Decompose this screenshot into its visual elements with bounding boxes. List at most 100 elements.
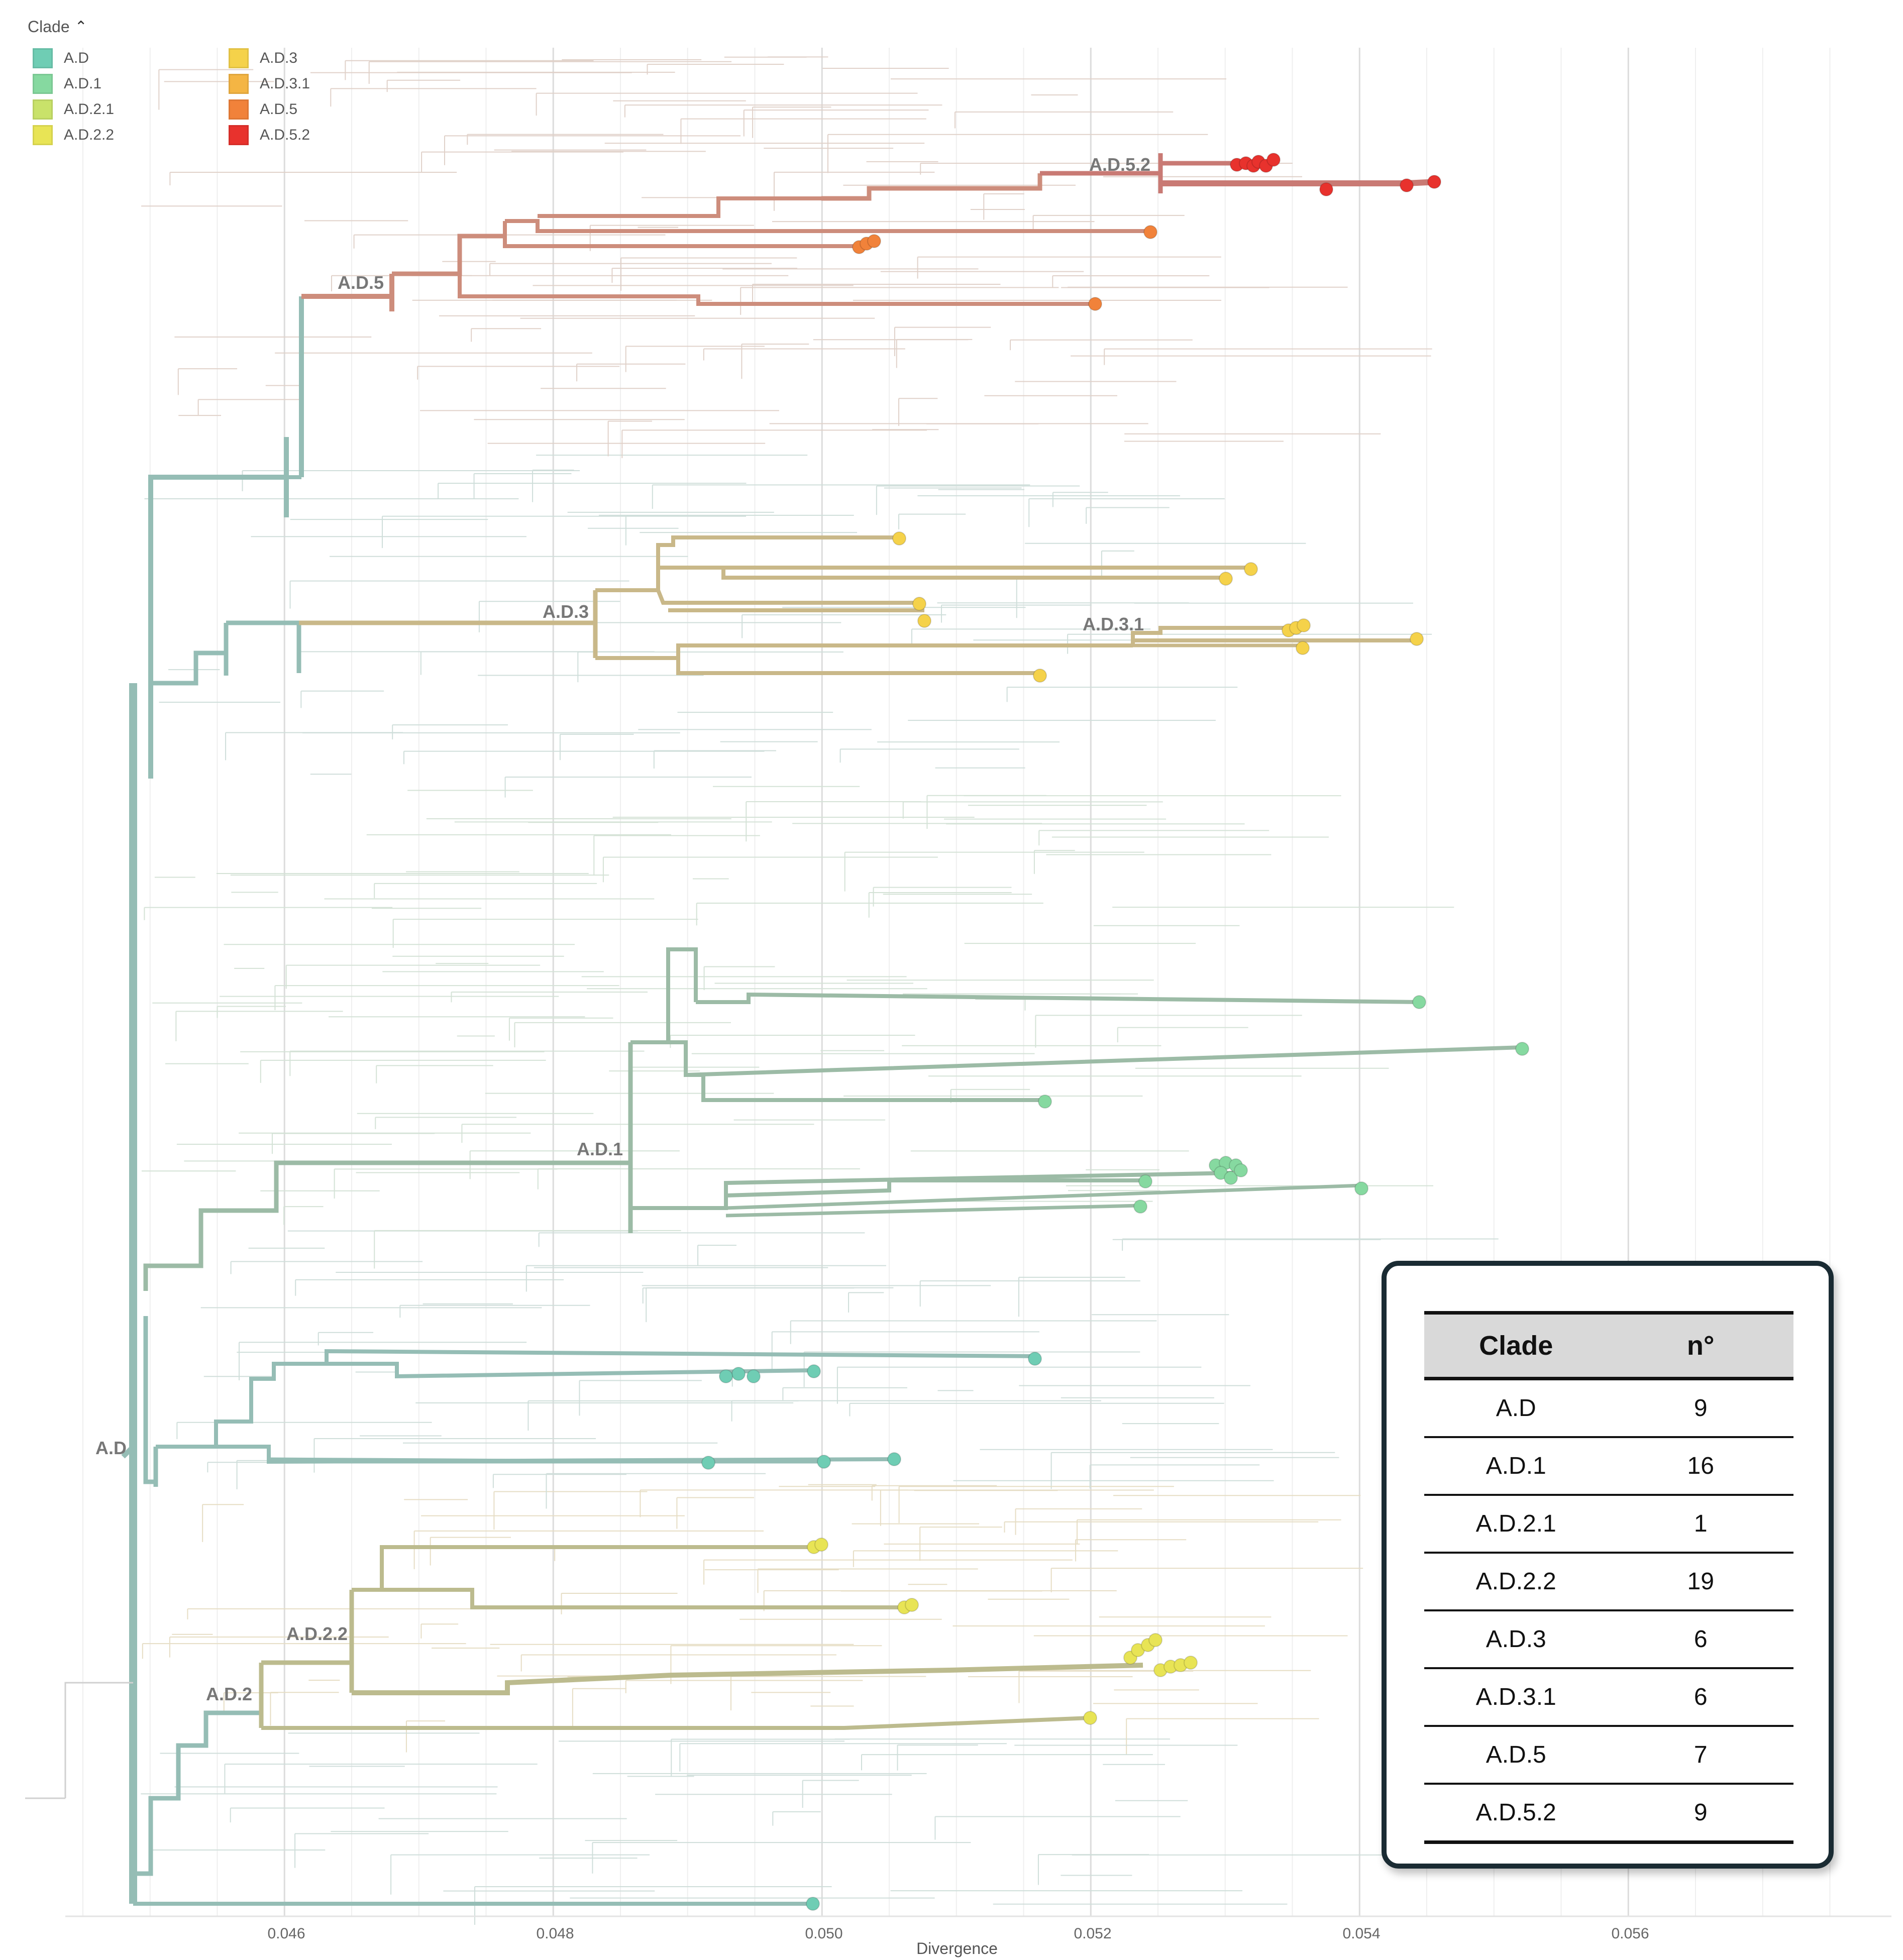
cell-clade: A.D.5	[1424, 1726, 1608, 1785]
legend-item-ad52[interactable]: A.D.5.2	[229, 122, 364, 148]
column-header-count: n°	[1608, 1311, 1793, 1380]
tip-marker	[1133, 1200, 1147, 1214]
tip-marker	[1319, 182, 1333, 196]
clade-label-ad52: A.D.5.2	[1089, 154, 1150, 175]
tree-branch	[656, 589, 919, 605]
legend-swatch	[229, 73, 249, 94]
legend-item-ad22[interactable]: A.D.2.2	[33, 122, 229, 148]
tip-marker	[1083, 1711, 1097, 1725]
tree-branch	[725, 1178, 1145, 1197]
legend-item-ad[interactable]: A.D	[33, 45, 229, 71]
tip-marker	[1224, 1171, 1238, 1185]
tree-branch	[261, 1660, 354, 1693]
tree-branch	[226, 620, 301, 673]
tree-branch	[1160, 179, 1437, 186]
tip-marker	[1033, 669, 1047, 683]
tree-branch	[148, 475, 289, 774]
axis-tick-label: 0.046	[267, 1925, 305, 1942]
legend-item-label: A.D.3.1	[260, 75, 310, 92]
tree-branch	[458, 274, 1095, 306]
legend-item-label: A.D	[64, 49, 89, 66]
legend-swatch	[33, 73, 53, 94]
tip-marker	[905, 1598, 919, 1612]
legend-header[interactable]: Clade ⌃	[28, 18, 87, 36]
tip-marker	[917, 614, 931, 628]
tree-branch	[821, 173, 1042, 201]
tip-marker	[1143, 225, 1157, 239]
tree-branch	[133, 1710, 261, 1876]
cell-clade: A.D	[1424, 1378, 1608, 1438]
tip-marker	[1148, 1633, 1162, 1647]
legend-item-label: A.D.1	[64, 75, 102, 92]
legend-item-label: A.D.2.1	[64, 100, 115, 118]
tree-branch	[595, 643, 1133, 660]
axis-tick-label: 0.052	[1074, 1925, 1111, 1942]
tip-marker	[887, 1452, 901, 1466]
cell-count: 9	[1608, 1784, 1793, 1844]
legend-item-ad5[interactable]: A.D.5	[229, 96, 364, 122]
legend-item-ad1[interactable]: A.D.1	[33, 71, 229, 96]
table-row: A.D.3 6	[1424, 1610, 1793, 1669]
cell-count: 6	[1608, 1610, 1793, 1669]
tree-branch	[595, 535, 899, 592]
legend-swatch	[33, 48, 53, 68]
cell-clade: A.D.3.1	[1424, 1668, 1608, 1727]
tree-branch	[503, 221, 859, 248]
chevron-up-icon[interactable]: ⌃	[74, 19, 87, 35]
cell-count: 6	[1608, 1668, 1793, 1727]
tree-branch	[725, 1204, 1141, 1218]
tip-marker	[1184, 1656, 1198, 1670]
tree-branch	[696, 992, 1420, 1004]
table-row: A.D.5.2 9	[1424, 1784, 1793, 1844]
legend-item-ad21[interactable]: A.D.2.1	[33, 96, 229, 122]
axis-tick-label: 0.050	[805, 1925, 842, 1942]
clade-label-ad31: A.D.3.1	[1083, 614, 1144, 634]
tip-marker	[701, 1456, 715, 1470]
background-branches	[141, 56, 1499, 1925]
tree-branch	[656, 566, 1226, 590]
tree-branch	[725, 1183, 1362, 1210]
tip-marker	[1219, 572, 1233, 586]
tree-branch	[630, 947, 698, 1044]
table-row: A.D.1 16	[1424, 1437, 1793, 1496]
legend-swatch	[229, 48, 249, 68]
tree-branch	[676, 658, 1040, 675]
tip-marker	[867, 234, 881, 248]
clade-labels: A.D A.D.1 A.D.2 A.D.2.2 A.D.3 A.D.3.1 A.…	[95, 154, 1150, 1704]
legend-item-ad3[interactable]: A.D.3	[229, 45, 364, 71]
clade-label-ad3: A.D.3	[543, 601, 589, 622]
tip-marker	[1244, 562, 1258, 576]
clade-label-ad5: A.D.5	[338, 272, 384, 293]
tree-branch	[121, 1445, 135, 1459]
legend-swatch	[229, 99, 249, 120]
tip-marker	[1088, 297, 1102, 311]
tip-marker	[1410, 632, 1424, 646]
axis-tick-label: 0.054	[1342, 1925, 1380, 1942]
cell-count: 9	[1608, 1378, 1793, 1438]
legend-swatch	[33, 125, 53, 145]
clade-label-ad22: A.D.2.2	[286, 1623, 348, 1644]
tip-marker	[1427, 175, 1441, 189]
tree-branch	[538, 196, 821, 218]
tip-marker	[1354, 1181, 1368, 1195]
tree-branch	[151, 650, 229, 686]
cell-clade: A.D.2.2	[1424, 1553, 1608, 1611]
cell-count: 7	[1608, 1726, 1793, 1785]
tip-marker	[747, 1369, 761, 1383]
tip-marker	[1297, 618, 1311, 632]
legend-item-label: A.D.3	[260, 49, 298, 66]
tip-marker	[1138, 1174, 1152, 1188]
tip-marker	[1412, 995, 1426, 1009]
tip-marker	[806, 1897, 820, 1911]
tree-branch	[261, 1716, 1091, 1730]
clade-legend: Clade ⌃ A.D A.D.1 A.D.2.1 A.D.2.2 A.D.3 …	[28, 18, 379, 153]
highlighted-branches	[25, 153, 1523, 1906]
axis-tick-label: 0.056	[1611, 1925, 1649, 1942]
legend-item-ad31[interactable]: A.D.3.1	[229, 71, 364, 96]
clade-label-ad1: A.D.1	[577, 1139, 623, 1159]
axis-tick-label: 0.048	[536, 1925, 574, 1942]
table-header-row: Clade n°	[1424, 1311, 1793, 1380]
tip-marker	[892, 531, 906, 546]
tip-marker	[1296, 641, 1310, 655]
table-row: A.D.5 7	[1424, 1726, 1793, 1785]
